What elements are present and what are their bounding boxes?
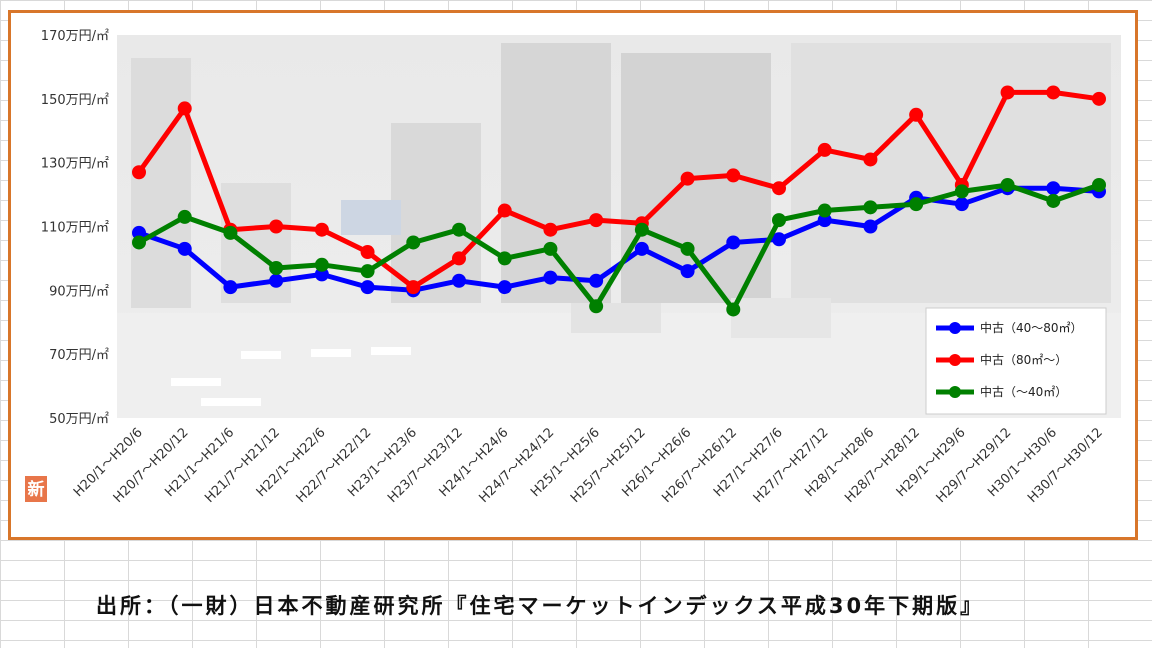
data-point xyxy=(406,235,421,250)
data-point xyxy=(680,241,695,256)
data-point xyxy=(269,219,284,234)
data-point xyxy=(1092,91,1106,106)
data-point xyxy=(314,222,329,237)
data-point xyxy=(1046,193,1061,208)
data-point xyxy=(726,302,741,317)
corner-badge: 新 xyxy=(25,476,47,502)
data-point xyxy=(863,152,878,167)
data-point xyxy=(177,209,192,224)
data-point xyxy=(360,264,375,279)
corner-badge-text: 新 xyxy=(28,479,45,500)
line-chart: 170万円/㎡ 150万円/㎡ 130万円/㎡ 110万円/㎡ 90万円/㎡ 70万円/㎡… xyxy=(25,29,1121,506)
data-point xyxy=(634,222,649,237)
y-tick-label: 90万円/㎡ xyxy=(49,284,109,299)
legend-item: 中古（40～80㎡） xyxy=(936,320,1083,335)
data-point xyxy=(497,280,512,295)
data-point xyxy=(497,203,512,218)
data-point xyxy=(223,280,238,295)
data-point xyxy=(1000,178,1015,193)
y-tick-label: 110万円/㎡ xyxy=(41,221,109,236)
data-point xyxy=(269,260,284,275)
data-point xyxy=(314,267,329,282)
data-point xyxy=(909,197,924,212)
data-point xyxy=(726,168,741,183)
data-point xyxy=(817,203,832,218)
data-point xyxy=(589,299,604,314)
data-point xyxy=(817,142,832,157)
data-point xyxy=(680,171,695,186)
legend-label: 中古（40～80㎡） xyxy=(980,320,1083,335)
series-layer xyxy=(132,85,1106,317)
y-tick-label: 130万円/㎡ xyxy=(41,157,109,172)
data-point xyxy=(543,222,558,237)
data-point xyxy=(360,280,375,295)
data-point xyxy=(132,165,146,180)
data-point xyxy=(452,273,466,288)
data-point xyxy=(1092,178,1106,193)
data-point xyxy=(360,245,375,260)
data-point xyxy=(177,101,192,116)
data-point xyxy=(543,241,558,256)
data-point xyxy=(772,232,786,247)
source-caption: 出所：（一財）日本不動産研究所『住宅マーケットインデックス平成30年下期版』 xyxy=(96,594,985,618)
y-tick-label: 150万円/㎡ xyxy=(41,93,109,108)
legend-label: 中古（～40㎡） xyxy=(980,384,1067,399)
data-point xyxy=(1046,85,1061,100)
legend-swatch-marker xyxy=(949,322,961,334)
data-point xyxy=(772,213,786,228)
data-point xyxy=(863,200,878,215)
data-point xyxy=(452,251,466,266)
data-point xyxy=(269,273,284,288)
data-point xyxy=(589,213,604,228)
data-point xyxy=(909,107,924,122)
data-point xyxy=(954,197,969,212)
data-point xyxy=(314,257,329,272)
data-point xyxy=(726,235,741,250)
data-point xyxy=(1046,181,1061,196)
data-point xyxy=(1000,85,1015,100)
data-point xyxy=(223,225,238,240)
data-point xyxy=(817,213,832,228)
data-point xyxy=(177,241,192,256)
legend-label: 中古（80㎡～） xyxy=(980,352,1067,367)
data-point xyxy=(543,270,558,285)
y-tick-label: 70万円/㎡ xyxy=(49,348,109,363)
y-tick-label: 50万円/㎡ xyxy=(49,412,109,427)
data-point xyxy=(634,241,649,256)
data-point xyxy=(863,219,878,234)
y-tick-label: 170万円/㎡ xyxy=(41,29,109,44)
data-point xyxy=(132,235,146,250)
data-point xyxy=(954,184,969,199)
data-point xyxy=(132,225,146,240)
x-axis-ticks: H20/1～H20/6H20/7～H20/12H21/1～H21/6H21/7～… xyxy=(71,425,1106,506)
legend-item: 中古（80㎡～） xyxy=(936,352,1067,367)
data-point xyxy=(772,181,786,196)
legend-swatch-marker xyxy=(949,354,961,366)
data-point xyxy=(452,222,466,237)
data-point xyxy=(497,251,512,266)
y-axis-ticks: 170万円/㎡ 150万円/㎡ 130万円/㎡ 110万円/㎡ 90万円/㎡ 70万円/㎡… xyxy=(41,29,109,427)
data-point xyxy=(589,273,604,288)
legend-item: 中古（～40㎡） xyxy=(936,384,1067,399)
legend: 中古（40～80㎡） 中古（80㎡～） 中古（～40㎡） xyxy=(925,307,1107,415)
series-3 xyxy=(132,178,1106,317)
chart-frame: 170万円/㎡ 150万円/㎡ 130万円/㎡ 110万円/㎡ 90万円/㎡ 70万円/㎡… xyxy=(8,10,1138,540)
series-line xyxy=(136,89,1100,290)
legend-swatch-marker xyxy=(949,386,961,398)
data-point xyxy=(406,280,421,295)
data-point xyxy=(680,264,695,279)
series-line xyxy=(137,182,1100,312)
